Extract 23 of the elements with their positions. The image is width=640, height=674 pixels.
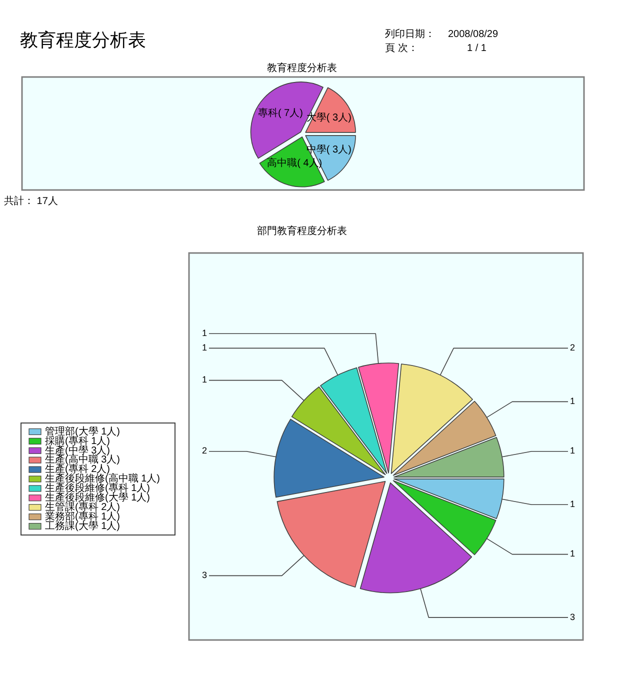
title: 部門教育程度分析表 bbox=[257, 226, 347, 237]
annotation: 1 / 1 bbox=[467, 43, 486, 54]
data-label: 1 bbox=[202, 374, 207, 385]
data-label: 1 bbox=[570, 396, 576, 406]
legend-label: 採購(專科 1人) bbox=[45, 436, 110, 447]
data-label: 2 bbox=[570, 342, 576, 353]
data-label: 1 bbox=[570, 499, 576, 510]
data-label: 3 bbox=[570, 612, 576, 622]
annotation: 共計： 17人 bbox=[4, 196, 58, 207]
annotation: 教育程度分析表 bbox=[20, 30, 146, 50]
annotation: 頁 次： bbox=[385, 43, 418, 54]
annotation: 列印日期： bbox=[385, 29, 435, 40]
slice-label: 專科( 7人) bbox=[258, 108, 303, 120]
data-label: 1 bbox=[570, 446, 576, 456]
title: 教育程度分析表 bbox=[267, 63, 337, 74]
data-label: 3 bbox=[202, 570, 207, 580]
annotation: 2008/08/29 bbox=[448, 29, 498, 40]
legend-label: 業務部(專科 1人) bbox=[45, 511, 120, 522]
legend-label: 工務課(大學 1人) bbox=[45, 520, 120, 532]
data-label: 1 bbox=[202, 342, 207, 353]
data-label: 2 bbox=[202, 446, 207, 456]
data-label: 1 bbox=[202, 328, 207, 338]
data-label: 1 bbox=[570, 548, 576, 559]
